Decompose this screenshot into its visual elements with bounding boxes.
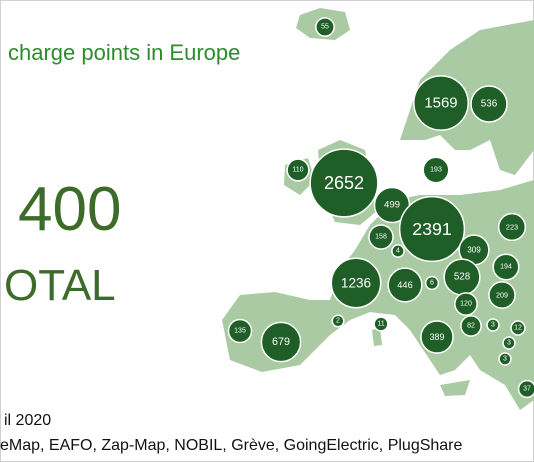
bubble-label: 1236 [341,276,371,291]
bubble [398,195,466,263]
bubble-label: 446 [397,280,412,290]
bubble-label: 110 [292,167,303,174]
bubble-label: 55 [321,24,329,31]
bubble [460,315,482,337]
bubble [502,336,516,350]
land-corsica [372,328,382,346]
bubble [330,257,382,309]
bubble [373,316,389,332]
bubble [422,156,450,184]
bubble-label: 223 [506,223,518,232]
bubble-label: 1569 [424,95,457,112]
bubble-label: 389 [430,332,445,342]
bubble-label: 120 [460,301,472,308]
bubble-label: 82 [467,323,475,330]
footer-sources: eMap, EAFO, Zap-Map, NOBIL, Grève, Going… [0,437,463,454]
bubble [227,318,253,344]
bubble [486,318,500,332]
bubble-label: 499 [384,200,400,211]
bubble-label: 158 [375,234,387,241]
bubble [420,320,454,354]
bubble [391,244,405,258]
bubble [497,212,527,242]
bubble-label: 209 [496,291,508,300]
bubble [260,321,302,363]
bubble [488,281,516,309]
footer-date: il 2020 [4,412,51,429]
bubble [470,85,508,123]
bubble [413,75,469,131]
bubble [454,292,478,316]
bubble-label: 309 [467,246,481,255]
bubble [368,224,394,250]
bubble [331,314,345,328]
bubble [492,253,520,281]
bubble-layer: 55 1569 536 110 2652 193 499 2391 223 158 4 309 194 1… [227,17,534,399]
bubble [510,320,526,336]
bubble [517,379,534,399]
total-number: 400 [18,175,121,244]
bubble-label: 2 [336,318,340,325]
bubble-label: 11 [377,321,384,328]
bubble-label: 6 [430,280,434,287]
bubble-label: 12 [514,325,522,332]
bubble [286,158,310,182]
bubble-label: 3 [503,356,507,363]
bubble [498,352,512,366]
bubble-label: 536 [481,99,498,110]
bubble-label: 679 [272,336,290,348]
bubble-label: 2391 [412,219,452,239]
land-sicily [440,380,470,396]
bubble-label: 37 [523,386,531,393]
bubble [315,17,335,37]
bubble-label: 4 [396,248,400,255]
bubble-label: 3 [507,340,511,347]
bubble-label: 2652 [324,173,364,193]
bubble [387,267,423,303]
title: charge points in Europe [8,40,240,65]
bubble [309,148,379,218]
bubble-label: 194 [500,264,512,271]
bubble-label: 528 [454,272,471,283]
total-label: OTAL [4,261,116,310]
bubble-label: 135 [234,328,246,335]
bubble-label: 193 [430,167,442,174]
bubble-label: 3 [491,322,495,329]
bubble [424,275,440,291]
